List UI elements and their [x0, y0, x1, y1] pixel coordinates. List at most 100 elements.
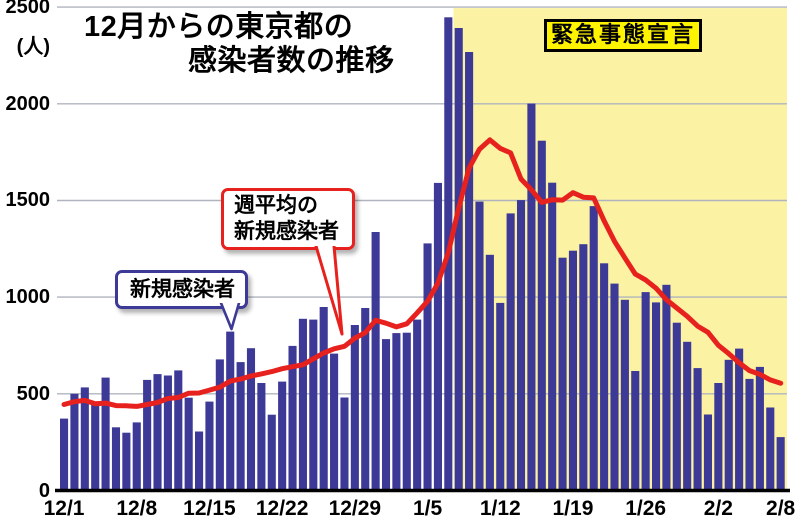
daily-cases-bars	[60, 17, 785, 491]
chart-title-line1: 12月からの東京都の	[84, 11, 354, 43]
bar-1/23	[610, 283, 619, 491]
bar-12/9	[143, 379, 152, 491]
bar-12/8	[132, 422, 141, 491]
bar-2/2	[714, 383, 723, 491]
bar-12/20	[257, 383, 266, 491]
x-tick-label-1/5: 1/5	[412, 497, 443, 520]
bar-12/27	[330, 353, 339, 491]
bar-1/12	[496, 302, 505, 491]
bar-12/12	[174, 370, 183, 491]
y-tick-label-500: 500	[16, 382, 50, 405]
bar-1/24	[620, 299, 629, 491]
bar-12/7	[122, 432, 131, 491]
bar-12/2	[70, 393, 79, 491]
x-tick-label-12/29: 12/29	[328, 497, 382, 520]
bar-12/19	[246, 348, 256, 491]
x-tick-label-1/26: 1/26	[625, 497, 667, 520]
bar-1/20	[579, 244, 588, 491]
bar-12/6	[111, 427, 121, 491]
bar-12/13	[184, 397, 193, 491]
bar-2/8	[776, 437, 785, 491]
bar-12/1	[60, 418, 69, 491]
bar-12/17	[226, 331, 235, 491]
bar-1/25	[631, 371, 640, 491]
chart-title: 12月からの東京都の 感染者数の推移	[84, 10, 395, 78]
bar-1/10	[475, 201, 484, 491]
bar-1/15	[527, 103, 536, 491]
bar-1/30	[683, 341, 692, 491]
x-tick-label-2/2: 2/2	[703, 497, 733, 520]
bar-1/19	[568, 250, 577, 491]
x-tick-label-12/1: 12/1	[43, 497, 85, 520]
bar-1/16	[537, 140, 546, 491]
bar-12/10	[153, 374, 162, 491]
bar-2/4	[735, 348, 744, 491]
bar-12/18	[236, 362, 245, 491]
bar-1/18	[558, 257, 567, 491]
bar-12/26	[319, 307, 328, 491]
bar-1/11	[485, 254, 494, 491]
bar-2/5	[745, 378, 754, 491]
bar-12/11	[163, 375, 172, 491]
bar-1/1	[381, 339, 391, 491]
bar-12/4	[91, 403, 100, 491]
bar-1/5	[423, 243, 432, 491]
bar-1/13	[506, 213, 515, 491]
bar-2/6	[755, 366, 764, 491]
callout-daily-cases: 新規感染者	[115, 270, 248, 309]
bar-12/22	[278, 381, 287, 491]
bar-12/30	[361, 308, 370, 491]
bar-12/5	[101, 377, 110, 491]
x-tick-label-2/8: 2/8	[766, 497, 796, 520]
bar-2/3	[724, 359, 733, 491]
emergency-declaration-label: 緊急事態宣言	[544, 19, 702, 52]
weekly-average-line	[61, 137, 784, 409]
x-tick-label-12/8: 12/8	[116, 497, 158, 520]
bar-1/29	[672, 322, 681, 491]
bar-1/14	[516, 200, 526, 491]
bar-12/15	[205, 401, 214, 491]
bar-12/28	[340, 397, 349, 491]
bar-12/25	[309, 319, 318, 491]
bar-1/26	[641, 292, 650, 491]
bar-12/24	[298, 318, 307, 491]
bar-1/22	[600, 263, 609, 491]
bar-12/31	[371, 232, 380, 491]
x-tick-label-12/22: 12/22	[255, 497, 309, 520]
bar-1/17	[548, 182, 557, 491]
bar-1/4	[413, 319, 422, 491]
bar-1/9	[465, 52, 474, 491]
y-tick-label-2000: 2000	[5, 92, 51, 115]
y-tick-label-2500: 2500	[5, 0, 51, 19]
callout-daily-pointer-stroke	[219, 303, 241, 331]
bar-12/16	[215, 359, 224, 491]
bar-2/7	[766, 407, 775, 491]
bar-12/14	[195, 431, 204, 491]
callout-weekly-average: 週平均の 新規感染者	[221, 188, 355, 250]
bar-12/21	[267, 414, 276, 491]
x-tick-label-1/12: 1/12	[479, 497, 521, 520]
chart-title-line2: 感染者数の推移	[188, 45, 395, 77]
y-tick-label-1000: 1000	[5, 286, 51, 309]
bar-1/31	[693, 368, 702, 491]
bar-12/3	[80, 387, 89, 491]
callout-weekly-average-line2: 新規感染者	[234, 220, 339, 243]
bar-1/6	[433, 182, 442, 491]
bar-1/27	[651, 302, 661, 491]
bar-12/29	[350, 325, 359, 491]
callout-daily-pointer	[219, 303, 241, 331]
callout-weekly-average-line1: 週平均の	[234, 194, 318, 217]
bar-1/21	[589, 206, 598, 491]
bar-12/23	[288, 345, 297, 491]
callout-average-pointer	[314, 246, 344, 336]
y-tick-label-0: 0	[38, 479, 50, 502]
bar-1/8	[454, 28, 463, 491]
bar-1/2	[392, 333, 401, 491]
bar-1/3	[402, 332, 411, 491]
bar-2/1	[703, 414, 713, 491]
callout-daily-cases-label: 新規感染者	[130, 278, 235, 301]
y-axis-unit-label: (人)	[16, 36, 50, 58]
y-tick-label-1500: 1500	[5, 189, 51, 212]
